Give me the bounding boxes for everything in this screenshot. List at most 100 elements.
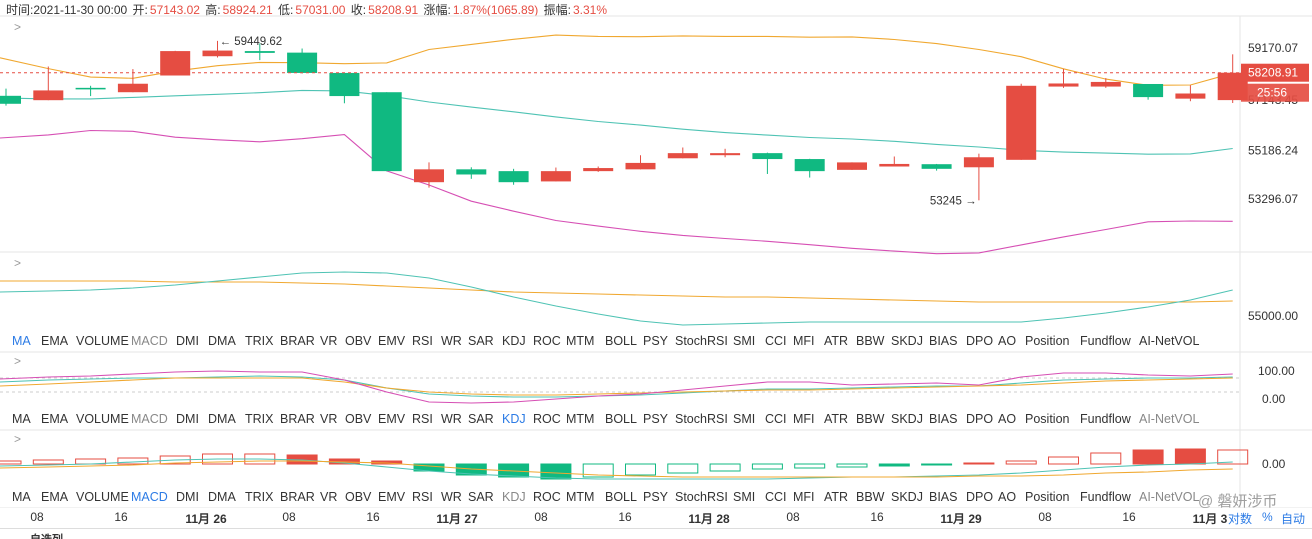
auto-scale-toggle[interactable]: 自动 <box>1281 512 1306 526</box>
indicator-tab-rsi[interactable]: RSI <box>412 412 433 426</box>
indicator-tab-boll[interactable]: BOLL <box>605 412 637 426</box>
indicator-tab-brar[interactable]: BRAR <box>280 334 315 348</box>
indicator-tab-skdj[interactable]: SKDJ <box>891 412 923 426</box>
log-scale-toggle[interactable]: 对数 <box>1228 512 1253 526</box>
bottom-watchlist-strip[interactable]: 自选列 <box>0 528 1312 539</box>
collapse-main-chevron-icon[interactable]: > <box>14 20 22 34</box>
indicator-tab-boll[interactable]: BOLL <box>605 334 637 348</box>
indicator-tab-ai-netvol[interactable]: AI-NetVOL <box>1139 412 1200 426</box>
indicator-tab-bias[interactable]: BIAS <box>929 490 958 504</box>
indicator-tab-dpo[interactable]: DPO <box>966 334 994 348</box>
indicator-tab-bbw[interactable]: BBW <box>856 334 885 348</box>
indicator-tab-obv[interactable]: OBV <box>345 490 372 504</box>
indicator-tab-volume[interactable]: VOLUME <box>76 490 129 504</box>
indicator-tab-kdj[interactable]: KDJ <box>502 334 526 348</box>
indicator-tab-mtm[interactable]: MTM <box>566 334 595 348</box>
indicator-tab-mtm[interactable]: MTM <box>566 412 595 426</box>
indicator-tab-kdj[interactable]: KDJ <box>502 490 526 504</box>
indicator-tab-wr[interactable]: WR <box>441 412 462 426</box>
indicator-tab-macd[interactable]: MACD <box>131 412 168 426</box>
indicator-tab-position[interactable]: Position <box>1025 412 1070 426</box>
indicator-tab-ema[interactable]: EMA <box>41 490 69 504</box>
indicator-tab-dmi[interactable]: DMI <box>176 412 199 426</box>
indicator-tab-position[interactable]: Position <box>1025 490 1070 504</box>
indicator-tab-sar[interactable]: SAR <box>468 412 494 426</box>
indicator-tab-vr[interactable]: VR <box>320 412 338 426</box>
indicator-tab-cci[interactable]: CCI <box>765 334 787 348</box>
indicator-tab-vr[interactable]: VR <box>320 334 338 348</box>
indicator-tab-psy[interactable]: PSY <box>643 490 669 504</box>
indicator-tab-emv[interactable]: EMV <box>378 334 406 348</box>
indicator-tab-emv[interactable]: EMV <box>378 412 406 426</box>
indicator-tab-roc[interactable]: ROC <box>533 334 561 348</box>
indicator-tab-ma[interactable]: MA <box>12 490 31 504</box>
indicator-tab-sar[interactable]: SAR <box>468 334 494 348</box>
indicator-tab-bias[interactable]: BIAS <box>929 334 958 348</box>
indicator-tab-ai-netvol[interactable]: AI-NetVOL <box>1139 334 1200 348</box>
indicator-tab-position[interactable]: Position <box>1025 334 1070 348</box>
indicator-tab-macd[interactable]: MACD <box>131 490 168 504</box>
indicator-tab-kdj[interactable]: KDJ <box>502 412 526 426</box>
indicator-tab-fundflow[interactable]: Fundflow <box>1080 412 1131 426</box>
indicator-tab-roc[interactable]: ROC <box>533 490 561 504</box>
indicator-tab-atr[interactable]: ATR <box>824 334 849 348</box>
indicator-tab-macd[interactable]: MACD <box>131 334 168 348</box>
indicator-tab-fundflow[interactable]: Fundflow <box>1080 490 1131 504</box>
indicator-tab-stochrsi[interactable]: StochRSI <box>675 412 728 426</box>
indicator-tab-psy[interactable]: PSY <box>643 334 669 348</box>
percent-scale-toggle[interactable]: % <box>1262 510 1273 524</box>
indicator-tab-dma[interactable]: DMA <box>208 490 236 504</box>
indicator-tab-ma[interactable]: MA <box>12 334 31 348</box>
indicator-tab-rsi[interactable]: RSI <box>412 490 433 504</box>
indicator-tab-stochrsi[interactable]: StochRSI <box>675 490 728 504</box>
indicator-tab-bbw[interactable]: BBW <box>856 490 885 504</box>
indicator-tab-bias[interactable]: BIAS <box>929 412 958 426</box>
indicator-tab-skdj[interactable]: SKDJ <box>891 490 923 504</box>
indicator-tab-stochrsi[interactable]: StochRSI <box>675 334 728 348</box>
indicator-tab-trix[interactable]: TRIX <box>245 334 274 348</box>
indicator-tab-smi[interactable]: SMI <box>733 334 756 348</box>
indicator-tab-roc[interactable]: ROC <box>533 412 561 426</box>
indicator-tab-mfi[interactable]: MFI <box>793 490 815 504</box>
indicator-tab-emv[interactable]: EMV <box>378 490 406 504</box>
indicator-tab-cci[interactable]: CCI <box>765 412 787 426</box>
indicator-tab-ema[interactable]: EMA <box>41 412 69 426</box>
indicator-tab-psy[interactable]: PSY <box>643 412 669 426</box>
indicator-tab-ai-netvol[interactable]: AI-NetVOL <box>1139 490 1200 504</box>
indicator-tab-mtm[interactable]: MTM <box>566 490 595 504</box>
indicator-tab-volume[interactable]: VOLUME <box>76 334 129 348</box>
collapse-pane2-chevron-icon[interactable]: > <box>14 354 22 368</box>
indicator-tab-bbw[interactable]: BBW <box>856 412 885 426</box>
indicator-tab-dpo[interactable]: DPO <box>966 412 994 426</box>
indicator-tab-dmi[interactable]: DMI <box>176 490 199 504</box>
indicator-tab-sar[interactable]: SAR <box>468 490 494 504</box>
indicator-tab-obv[interactable]: OBV <box>345 412 372 426</box>
indicator-tab-dmi[interactable]: DMI <box>176 334 199 348</box>
indicator-tab-brar[interactable]: BRAR <box>280 490 315 504</box>
indicator-tab-ma[interactable]: MA <box>12 412 31 426</box>
collapse-pane1-chevron-icon[interactable]: > <box>14 256 22 270</box>
indicator-tab-dma[interactable]: DMA <box>208 412 236 426</box>
indicator-tab-ao[interactable]: AO <box>998 412 1017 426</box>
indicator-tab-vr[interactable]: VR <box>320 490 338 504</box>
indicator-tab-trix[interactable]: TRIX <box>245 412 274 426</box>
indicator-tab-smi[interactable]: SMI <box>733 412 756 426</box>
indicator-tab-obv[interactable]: OBV <box>345 334 372 348</box>
candlestick-chart[interactable]: ← 59449.62 53245 → 55000.00 100.00 0.00 0.… <box>0 0 1312 508</box>
indicator-tab-dma[interactable]: DMA <box>208 334 236 348</box>
indicator-tab-boll[interactable]: BOLL <box>605 490 637 504</box>
indicator-tab-atr[interactable]: ATR <box>824 412 849 426</box>
indicator-tab-wr[interactable]: WR <box>441 334 462 348</box>
indicator-tab-mfi[interactable]: MFI <box>793 412 815 426</box>
indicator-tab-atr[interactable]: ATR <box>824 490 849 504</box>
indicator-tab-skdj[interactable]: SKDJ <box>891 334 923 348</box>
indicator-tab-smi[interactable]: SMI <box>733 490 756 504</box>
indicator-tab-wr[interactable]: WR <box>441 490 462 504</box>
indicator-tab-ema[interactable]: EMA <box>41 334 69 348</box>
indicator-tab-brar[interactable]: BRAR <box>280 412 315 426</box>
indicator-tab-rsi[interactable]: RSI <box>412 334 433 348</box>
indicator-tab-fundflow[interactable]: Fundflow <box>1080 334 1131 348</box>
collapse-pane3-chevron-icon[interactable]: > <box>14 432 22 446</box>
indicator-tab-ao[interactable]: AO <box>998 490 1017 504</box>
indicator-tab-volume[interactable]: VOLUME <box>76 412 129 426</box>
